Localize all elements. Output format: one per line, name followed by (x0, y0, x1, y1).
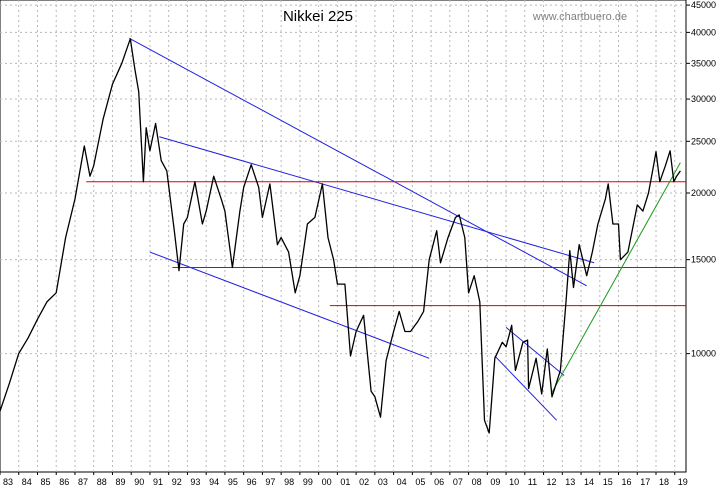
series-line (0, 38, 681, 434)
x-tick-label: 02 (359, 477, 369, 487)
plot-area (0, 0, 687, 473)
x-axis: 83 84 85 86 87 88 89 90 91 92 93 94 95 96 97 98 99 00 01 02… (0, 472, 688, 487)
x-tick-label: 89 (115, 477, 125, 487)
x-tick-label: 15 (603, 477, 613, 487)
x-tick-label: 98 (284, 477, 294, 487)
x-tick-label: 87 (78, 477, 88, 487)
x-tick-label: 09 (490, 477, 500, 487)
price-series (0, 38, 681, 434)
trendline (129, 37, 587, 287)
trendline (159, 136, 595, 264)
x-tick-label: 13 (565, 477, 575, 487)
trendlines (86, 37, 686, 421)
y-tick-label: 35000 (691, 58, 716, 68)
x-tick-label: 08 (472, 477, 482, 487)
x-tick-label: 04 (397, 477, 407, 487)
x-tick-label: 99 (303, 477, 313, 487)
trendline (149, 251, 430, 359)
x-tick-label: 94 (209, 477, 219, 487)
x-tick-label: 05 (415, 477, 425, 487)
x-tick-label: 03 (378, 477, 388, 487)
x-tick-label: 11 (528, 477, 537, 487)
x-tick-label: 14 (584, 477, 594, 487)
x-tick-label: 17 (640, 477, 650, 487)
x-tick-label: 88 (97, 477, 107, 487)
x-tick-label: 95 (228, 477, 238, 487)
x-tick-label: 06 (434, 477, 444, 487)
x-tick-label: 90 (134, 477, 144, 487)
y-axis: 45000 40000 35000 30000 25000 20000 15000 10000 (686, 0, 716, 359)
y-tick-label: 40000 (691, 27, 716, 37)
x-tick-label: 10 (509, 477, 519, 487)
x-tick-label: 91 (153, 477, 163, 487)
x-tick-label: 07 (453, 477, 463, 487)
y-tick-label: 25000 (691, 136, 716, 146)
watermark-text: www.chartbuero.de (532, 11, 627, 23)
y-tick-label: 10000 (691, 349, 716, 359)
y-tick-label: 30000 (691, 94, 716, 104)
y-tick-label: 15000 (691, 255, 716, 265)
x-tick-label: 83 (3, 477, 13, 487)
x-tick-label: 93 (190, 477, 200, 487)
x-tick-label: 96 (247, 477, 257, 487)
x-tick-label: 12 (547, 477, 557, 487)
x-tick-label: 16 (622, 477, 632, 487)
x-tick-label: 18 (659, 477, 669, 487)
x-tick-label: 86 (59, 477, 69, 487)
trendline (494, 355, 558, 421)
trendline (505, 326, 565, 376)
x-tick-label: 92 (172, 477, 182, 487)
trendline (550, 162, 681, 395)
x-tick-label: 19 (678, 477, 688, 487)
grid-lines (0, 0, 686, 472)
y-tick-label: 20000 (691, 188, 716, 198)
y-tick-label: 45000 (691, 0, 716, 10)
x-tick-label: 97 (265, 477, 275, 487)
x-tick-label: 85 (40, 477, 50, 487)
chart-title: Nikkei 225 (283, 8, 353, 25)
x-tick-label: 84 (22, 477, 32, 487)
x-tick-label: 00 (322, 477, 332, 487)
x-tick-label: 01 (340, 477, 350, 487)
